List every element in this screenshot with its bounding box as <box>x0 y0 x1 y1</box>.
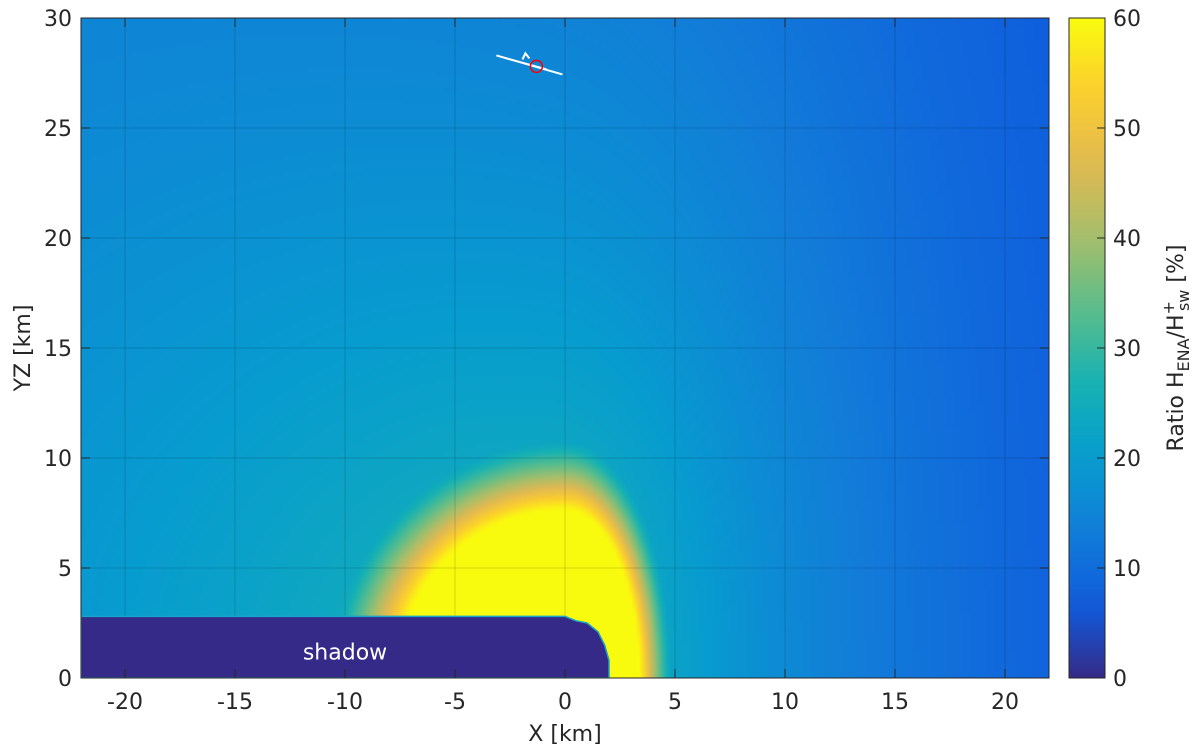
y-axis-label: YZ [km] <box>11 305 36 393</box>
colorbar-label-suffix: [%] <box>1164 245 1189 290</box>
colorbar-label-sub1: ENA <box>1174 338 1193 371</box>
x-tick-label: 0 <box>558 690 572 715</box>
colorbar-ticks: 0 10 20 30 40 50 60 <box>1097 7 1141 692</box>
colorbar-tick-label: 60 <box>1113 7 1141 32</box>
colorbar-label-sup: + <box>1159 301 1178 314</box>
x-tick-label: -20 <box>107 690 143 715</box>
x-tick-label: 15 <box>881 690 909 715</box>
colorbar-tick-label: 0 <box>1113 667 1127 692</box>
x-tick-label: 5 <box>668 690 682 715</box>
colorbar-tick-label: 10 <box>1113 557 1141 582</box>
colorbar-label-sub2: sw <box>1174 290 1193 311</box>
y-axis: 0 5 10 15 20 25 30 <box>44 7 1049 692</box>
shadow-region <box>81 615 610 678</box>
colorbar-tick-label: 30 <box>1113 337 1141 362</box>
heatmap-image <box>81 18 1049 678</box>
x-tick-label: 10 <box>771 690 799 715</box>
y-tick-label: 0 <box>58 667 72 692</box>
y-tick-label: 30 <box>44 7 72 32</box>
shadow-annotation: shadow <box>303 641 387 666</box>
x-tick-label: -5 <box>444 690 466 715</box>
spacecraft-icon <box>496 51 563 76</box>
y-tick-label: 20 <box>44 227 72 252</box>
plot-area: shadow <box>80 17 1050 679</box>
colorbar-label-prefix: Ratio H <box>1164 371 1189 451</box>
shadow-fill <box>81 615 610 678</box>
colorbar-label: Ratio HENA/H+sw [%] <box>1159 245 1193 452</box>
x-tick-label: 20 <box>991 690 1019 715</box>
colorbar-tick-label: 20 <box>1113 447 1141 472</box>
y-tick-label: 15 <box>44 337 72 362</box>
colorbar-tick-label: 50 <box>1113 117 1141 142</box>
x-tick-label: -15 <box>217 690 253 715</box>
colorbar: 0 10 20 30 40 50 60 Ratio HENA/H+sw [%] <box>1068 7 1193 692</box>
x-axis: -20 -15 -10 -5 0 5 10 15 20 <box>107 18 1019 715</box>
y-tick-label: 10 <box>44 447 72 472</box>
y-tick-label: 5 <box>58 557 72 582</box>
x-tick-label: -10 <box>327 690 363 715</box>
spacecraft-marker <box>529 59 544 74</box>
colorbar-label-mid: /H <box>1164 314 1189 338</box>
heatmap <box>81 18 1049 678</box>
spacecraft <box>496 51 563 76</box>
x-axis-label: X [km] <box>528 722 601 747</box>
y-tick-label: 25 <box>44 117 72 142</box>
colorbar-tick-label: 40 <box>1113 227 1141 252</box>
